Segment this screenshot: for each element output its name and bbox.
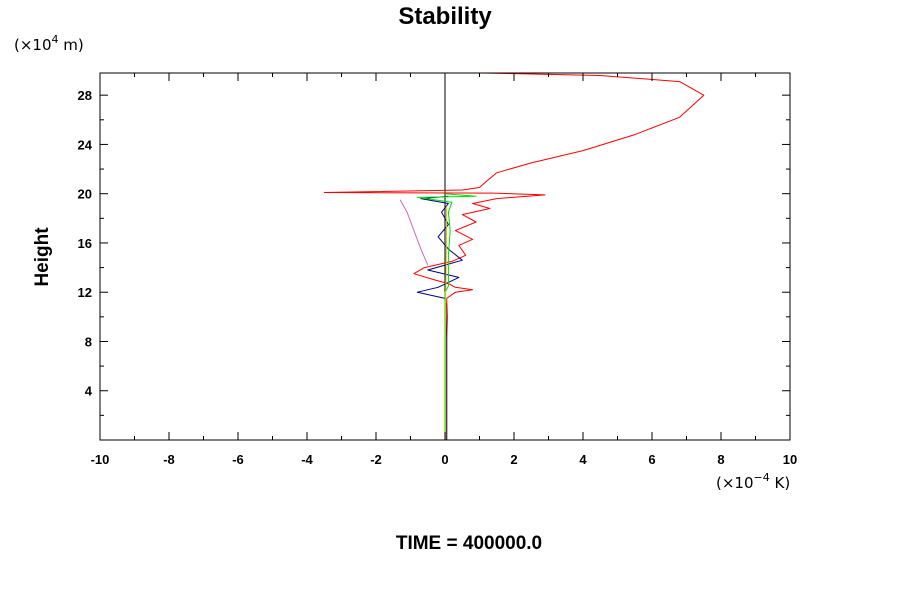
x-tick-label: 10	[783, 452, 797, 467]
y-tick-label: 12	[78, 285, 92, 300]
x-axis-unit: (×10−4 K)	[716, 471, 790, 492]
y-tick-label: 4	[85, 384, 93, 399]
y-tick-label: 8	[85, 334, 92, 349]
x-tick-label: 2	[510, 452, 517, 467]
x-tick-label: 0	[441, 452, 448, 467]
y-tick-label: 20	[78, 187, 92, 202]
x-tick-label: 8	[717, 452, 724, 467]
chart-title: Stability	[398, 3, 492, 30]
x-tick-label: -2	[370, 452, 382, 467]
series-line-2	[416, 195, 463, 440]
y-tick-label: 16	[78, 236, 92, 251]
x-tick-label: -8	[163, 452, 175, 467]
x-tick-label: -4	[301, 452, 313, 467]
y-tick-label: 28	[78, 88, 92, 103]
y-axis-unit: (×104 m)	[14, 33, 84, 54]
time-caption: TIME = 400000.0	[396, 533, 542, 554]
x-tick-label: 4	[579, 452, 587, 467]
y-tick-label: 24	[78, 137, 93, 152]
x-tick-label: 6	[648, 452, 655, 467]
series-line-1	[323, 72, 705, 440]
y-axis-label: Height	[32, 227, 53, 287]
x-tick-label: -6	[232, 452, 244, 467]
series-line-5	[445, 205, 448, 440]
x-tick-label: -10	[91, 452, 110, 467]
series-line-3	[416, 193, 477, 440]
series-line-4	[399, 199, 429, 266]
